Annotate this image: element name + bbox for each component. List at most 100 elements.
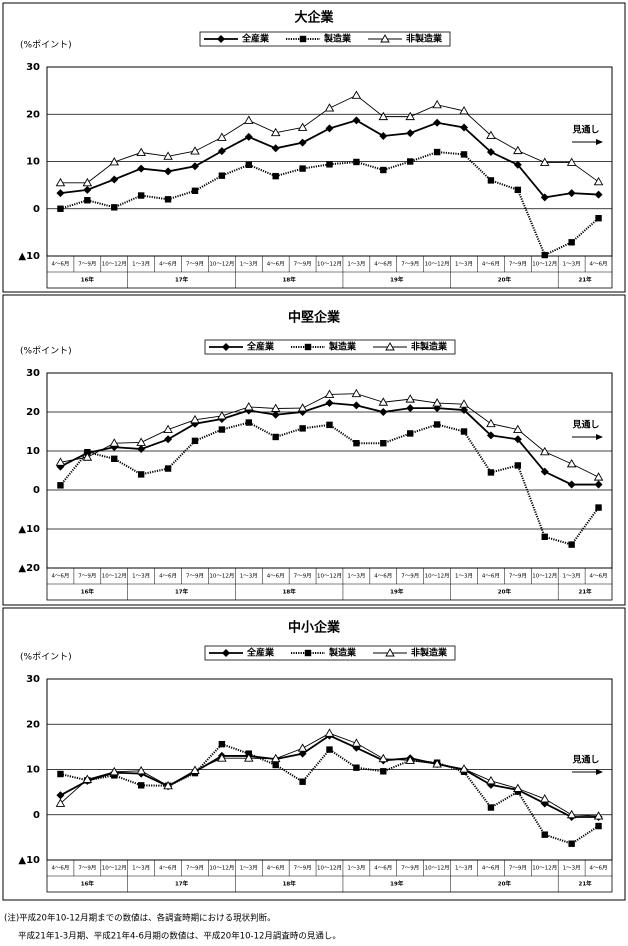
legend-label: 非製造業	[411, 341, 448, 353]
marker	[272, 761, 279, 769]
marker	[486, 418, 496, 428]
x-tick-label: 1～3月	[132, 261, 150, 268]
legend-marker	[222, 343, 230, 351]
y-tick-label: 30	[26, 368, 40, 379]
marker	[513, 435, 522, 444]
y-tick-label: ▲20	[18, 563, 40, 574]
note: (注)平成20年10-12月期までの数値は、各調査時期における現状判断。	[4, 913, 276, 924]
x-group-label: 19年	[390, 880, 404, 888]
legend-label: 製造業	[323, 33, 352, 45]
marker	[326, 161, 333, 168]
x-tick-label: 10～12月	[102, 261, 127, 268]
marker	[190, 414, 200, 424]
marker	[378, 111, 389, 121]
x-tick-label: 10～12月	[532, 573, 557, 580]
x-tick-label: 10～12月	[317, 865, 342, 872]
marker	[272, 433, 279, 441]
x-tick-label: 7～9月	[294, 865, 312, 872]
marker	[218, 740, 226, 748]
marker	[351, 90, 362, 99]
marker	[568, 239, 575, 246]
marker	[593, 811, 604, 820]
x-tick-label: 1～3月	[240, 573, 258, 580]
x-group-label: 17年	[175, 588, 189, 596]
x-group-label: 18年	[283, 588, 297, 596]
x-tick-label: 1～3月	[240, 865, 258, 872]
marker	[380, 440, 387, 447]
x-group-label: 21年	[579, 588, 593, 596]
marker	[541, 533, 548, 540]
legend-marker	[385, 342, 395, 351]
marker	[109, 766, 120, 776]
x-tick-label: 7～9月	[78, 261, 96, 268]
marker	[218, 172, 226, 179]
marker	[540, 193, 549, 202]
marker	[297, 122, 308, 131]
marker	[56, 189, 65, 198]
marker	[163, 780, 173, 790]
marker	[541, 251, 548, 259]
marker	[460, 406, 469, 415]
marker	[378, 753, 389, 763]
annotation-arrowhead	[596, 139, 603, 145]
marker	[352, 401, 361, 410]
x-tick-label: 10～12月	[102, 573, 127, 580]
y-tick-label: 30	[26, 62, 40, 73]
x-tick-label: 7～9月	[401, 573, 419, 580]
annotation: 見通し	[571, 419, 599, 431]
x-tick-label: 10～12月	[425, 865, 450, 872]
marker	[190, 162, 199, 171]
marker	[217, 132, 227, 141]
x-tick-label: 4～6月	[267, 573, 285, 580]
marker	[487, 469, 495, 476]
marker	[405, 111, 415, 121]
x-group-label: 16年	[81, 588, 95, 596]
x-tick-label: 1～3月	[455, 573, 473, 580]
legend-box	[204, 645, 456, 661]
x-tick-label: 1～3月	[455, 865, 473, 872]
y-tick-label: ▲10	[18, 251, 40, 262]
marker	[109, 438, 120, 447]
y-tick-label: ▲10	[18, 524, 40, 535]
x-tick-label: 1～3月	[563, 261, 581, 268]
x-tick-label: 10～12月	[209, 573, 234, 580]
x-tick-label: 4～6月	[159, 261, 177, 268]
y-tick-label: 0	[33, 810, 40, 821]
x-group-label: 18年	[283, 880, 297, 888]
marker	[405, 755, 415, 764]
y-axis-label: (%ポイント)	[20, 652, 72, 663]
marker	[567, 480, 576, 489]
y-tick-label: 10	[26, 446, 40, 457]
marker	[137, 164, 146, 173]
marker	[82, 452, 93, 461]
x-tick-label: 10～12月	[317, 573, 342, 580]
panel-border	[2, 607, 626, 901]
marker	[432, 759, 442, 768]
x-tick-label: 1～3月	[455, 261, 473, 268]
marker	[55, 177, 66, 187]
marker	[593, 472, 604, 481]
legend-label: 非製造業	[406, 33, 443, 45]
marker	[433, 118, 442, 127]
marker	[566, 458, 577, 468]
legend-label: 製造業	[328, 647, 357, 659]
marker	[595, 215, 602, 222]
legend-label: 製造業	[328, 341, 357, 353]
marker	[191, 437, 199, 445]
chart-title: 中堅企業	[288, 310, 341, 326]
x-group-label: 20年	[498, 276, 512, 284]
marker	[405, 394, 415, 403]
x-tick-label: 7～9月	[186, 261, 204, 268]
marker	[270, 403, 281, 412]
marker	[218, 426, 226, 433]
marker	[540, 467, 549, 476]
marker	[190, 765, 200, 774]
x-tick-label: 7～9月	[509, 261, 527, 268]
marker	[593, 176, 604, 186]
marker	[55, 457, 66, 466]
x-tick-label: 4～6月	[374, 865, 392, 872]
x-tick-label: 7～9月	[294, 261, 312, 268]
marker	[83, 185, 92, 194]
x-group-label: 19年	[390, 276, 404, 284]
marker	[514, 462, 522, 469]
